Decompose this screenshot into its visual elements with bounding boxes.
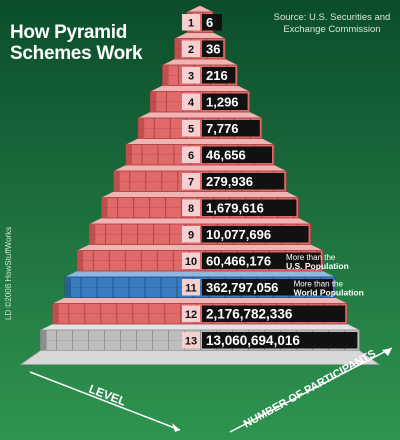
population-note-small: More than the [286, 253, 336, 262]
level-number-box [182, 146, 200, 163]
level-number: 8 [188, 203, 194, 215]
level-label-12: 12 2,176,782,336 [182, 305, 346, 322]
participants-box [202, 226, 309, 243]
participants-box [202, 14, 222, 31]
participants-axis-arrowhead [382, 348, 392, 356]
population-note-big: World Population [294, 287, 364, 297]
population-note-small: More than the [294, 279, 344, 288]
level-axis-line [29, 371, 181, 431]
source-line-2: Exchange Commission [283, 24, 381, 35]
level-number: 5 [188, 123, 194, 135]
level-number-box [182, 40, 200, 57]
level-top-face [89, 218, 311, 224]
population-note-big: U.S. Population [286, 261, 349, 271]
level-number-box [182, 226, 200, 243]
participants-box [202, 120, 260, 137]
level-label-9: 9 10,077,696 [182, 226, 309, 243]
participants-value: 36 [206, 41, 220, 56]
level-number-box [182, 279, 200, 296]
participants-value: 1,679,616 [206, 200, 264, 215]
level-number: 10 [185, 256, 197, 268]
participants-value: 1,296 [206, 94, 239, 109]
participants-box [202, 332, 358, 349]
participants-value: 2,176,782,336 [206, 306, 293, 321]
level-top-face [174, 32, 226, 39]
page-title: How Pyramid Schemes Work [10, 22, 150, 64]
level-number: 6 [188, 150, 194, 162]
participants-box [202, 93, 248, 110]
title-line-1: How Pyramid [10, 22, 128, 43]
participants-value: 6 [206, 15, 213, 30]
participants-value: 10,077,696 [206, 227, 271, 242]
level-number: 11 [185, 282, 197, 294]
participants-value: 13,060,694,016 [206, 333, 300, 348]
level-number-box [182, 305, 200, 322]
level-top-face [40, 324, 360, 330]
participants-box [202, 199, 297, 216]
participants-value: 362,797,056 [206, 280, 278, 295]
level-label-5: 5 7,776 [182, 120, 260, 137]
level-top-face [150, 85, 250, 92]
level-top-face [113, 165, 287, 171]
level-number: 1 [188, 17, 194, 29]
level-top-face [138, 112, 262, 118]
participants-box [202, 40, 224, 57]
level-axis-arrowhead [172, 423, 180, 432]
level-number-box [182, 67, 200, 84]
level-label-4: 4 1,296 [182, 93, 248, 110]
level-number: 4 [188, 97, 195, 109]
level-label-7: 7 279,936 [182, 173, 285, 190]
participants-box [202, 67, 236, 84]
level-number-box [182, 93, 200, 110]
level-top-face [101, 191, 299, 198]
participants-value: 60,466,176 [206, 253, 271, 268]
level-number: 13 [185, 335, 197, 347]
level-top-face [77, 244, 323, 251]
participants-box [202, 173, 285, 190]
source-note: Source: U.S. Securities and Exchange Com… [268, 12, 396, 36]
level-number-box [182, 332, 200, 349]
level-number: 9 [188, 229, 194, 241]
level-number-box [182, 173, 200, 190]
level-number-box [182, 14, 200, 31]
participants-value: 7,776 [206, 121, 239, 136]
level-label-8: 8 1,679,616 [182, 199, 297, 216]
level-label-2: 2 36 [182, 40, 224, 57]
pyramid-base-plinth [19, 350, 381, 365]
level-label-3: 3 216 [182, 67, 236, 84]
level-number-box [182, 120, 200, 137]
participants-value: 216 [206, 68, 228, 83]
level-label-6: 6 46,656 [182, 146, 272, 163]
participants-box [202, 146, 272, 163]
participants-box [202, 279, 333, 296]
level-label-13: 13 13,060,694,016 [182, 332, 358, 349]
credit-text: LD ©2008 HowStuffWorks [4, 226, 13, 320]
level-number: 7 [188, 176, 194, 188]
title-line-2: Schemes Work [10, 43, 143, 64]
participants-value: 279,936 [206, 174, 253, 189]
level-top-face [52, 297, 348, 304]
level-number-box [182, 252, 200, 269]
participants-box [202, 305, 346, 322]
level-number: 3 [188, 70, 194, 82]
level-number: 2 [188, 44, 194, 56]
level-top-face [126, 138, 274, 145]
level-top-face [65, 271, 335, 277]
participants-box [202, 252, 321, 269]
level-number: 12 [185, 309, 197, 321]
level-top-face [187, 6, 213, 12]
participants-axis-line [229, 347, 393, 433]
level-number-box [182, 199, 200, 216]
participants-value: 46,656 [206, 147, 246, 162]
level-top-face [162, 59, 238, 65]
source-line-1: Source: U.S. Securities and [273, 12, 391, 23]
